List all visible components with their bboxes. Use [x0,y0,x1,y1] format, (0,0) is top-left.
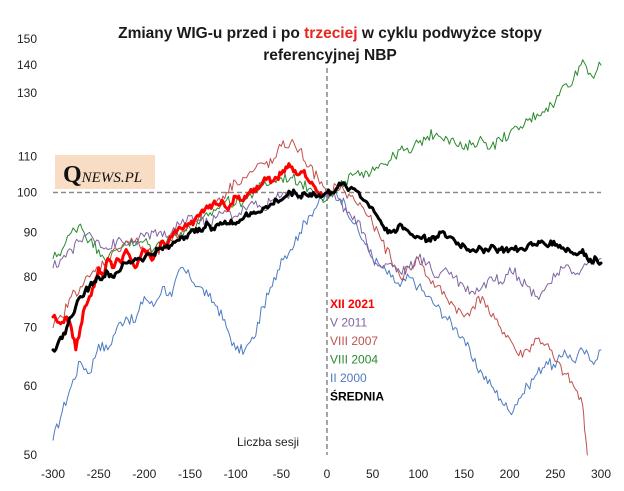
x-tick-label: -50 [273,467,291,481]
legend: XII 2021 V 2011 VIII 2007 VIII 2004 II 2000 Ś… [330,297,384,404]
y-tick-label: 140 [17,58,37,72]
chart-title-part-3: w cyklu podwyżce stopy [358,25,543,42]
x-tick-label: 300 [591,467,611,481]
x-tick-label: -150 [178,467,202,481]
series-line [52,138,588,456]
svg-text:QNEWS.PL: QNEWS.PL [63,162,142,188]
series-line [51,162,324,352]
y-tick-label: 150 [17,32,37,46]
logo-wordmark: NEWS.PL [81,170,142,186]
series-line [51,181,603,353]
y-axis-tick-labels: 50 60 70 80 90 100 110 130 140 150 [17,32,37,462]
chart-title-line1: Zmiany WIG-u przed i po trzeciej w cyklu… [118,25,542,42]
legend-entry: V 2011 [330,316,367,330]
series-lines [51,59,603,456]
x-tick-label: 50 [366,467,380,481]
qnews-logo: QNEWS.PL [55,155,155,189]
logo-background [55,155,155,189]
x-tick-label: 200 [500,467,520,481]
y-tick-label: 80 [24,270,38,284]
legend-entry: XII 2021 [330,297,375,311]
y-tick-label: 50 [24,448,38,462]
x-tick-label: -250 [87,467,111,481]
x-tick-label: 0 [324,467,331,481]
chart-title-line2: referencyjnej NBP [263,47,397,64]
x-tick-label: -100 [224,467,248,481]
x-tick-label: -200 [132,467,156,481]
y-tick-label: 100 [17,186,37,200]
x-tick-label: 250 [545,467,565,481]
legend-entry: II 2000 [330,371,367,385]
x-tick-label: 100 [408,467,428,481]
x-axis-tick-labels: -300 -250 -200 -150 -100 -50 0 50 100 150 200 250 30… [41,467,611,481]
x-tick-label: 150 [454,467,474,481]
logo-initial: Q [63,162,82,188]
reference-lines [53,68,601,455]
legend-entry: VIII 2007 [330,334,378,348]
y-tick-label: 70 [24,321,38,335]
x-tick-label: -300 [41,467,65,481]
chart-title-part-1: Zmiany WIG-u przed i po [118,25,304,42]
y-tick-label: 90 [24,225,38,239]
y-tick-label: 110 [18,149,37,163]
legend-entry: VIII 2004 [330,353,378,367]
series-line [52,59,602,263]
chart-title-highlight: trzeciej [304,25,357,42]
y-tick-label: 60 [24,379,38,393]
y-tick-label: 130 [17,86,37,100]
legend-entry: ŚREDNIA [330,389,384,404]
series-line [52,190,602,441]
x-axis-label: Liczba sesji [237,435,299,449]
